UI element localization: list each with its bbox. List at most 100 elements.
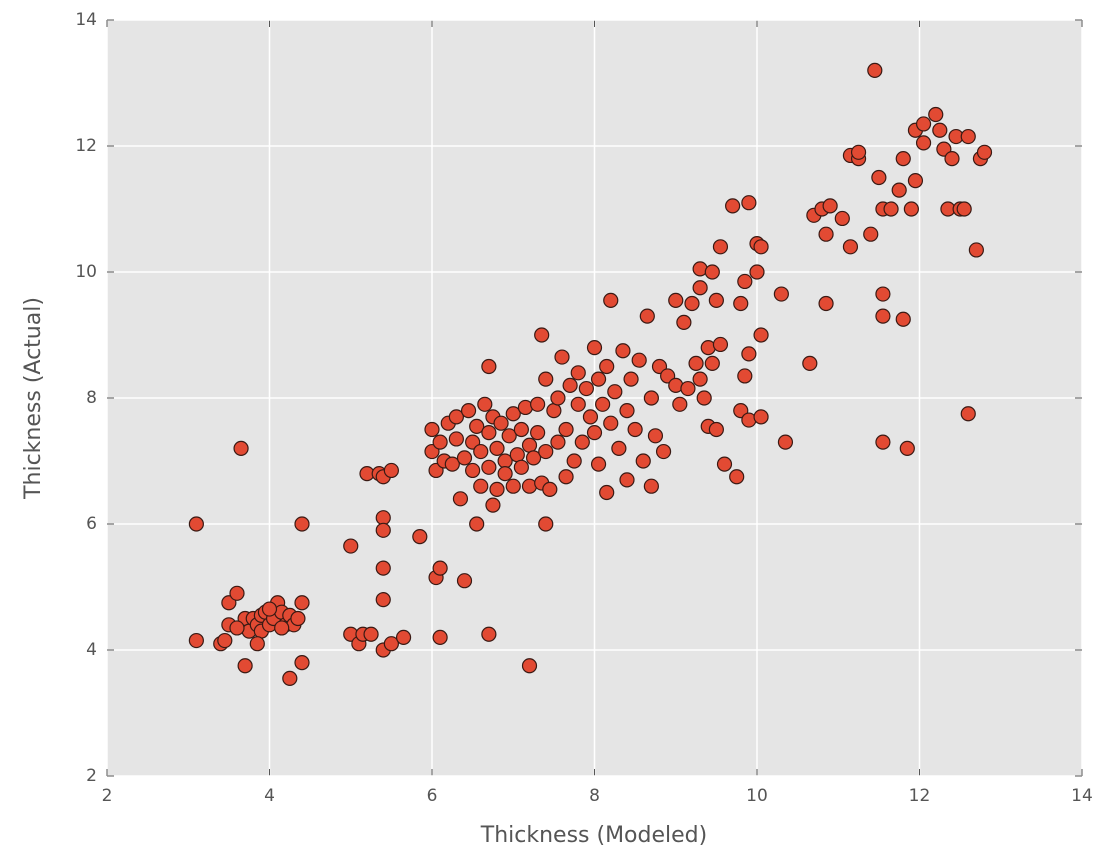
point (635, 453, 651, 469)
point (530, 396, 546, 412)
point (343, 538, 359, 554)
point (818, 295, 834, 312)
point (570, 365, 586, 381)
point (834, 210, 850, 227)
point (538, 443, 554, 460)
point (448, 431, 464, 447)
point (976, 144, 993, 160)
point (899, 440, 915, 456)
point (599, 484, 615, 501)
x-tick-label: 14 (1071, 786, 1093, 806)
point (554, 349, 570, 365)
point (294, 595, 310, 611)
point (383, 636, 399, 652)
point (432, 434, 448, 450)
x-tick-label: 12 (909, 786, 931, 806)
point (729, 469, 745, 485)
point (773, 286, 789, 302)
point (643, 390, 659, 406)
point (907, 173, 924, 189)
point (725, 198, 741, 214)
point (294, 516, 310, 532)
point (290, 610, 306, 627)
point (513, 459, 529, 475)
point (615, 343, 631, 359)
point (603, 292, 619, 308)
point (749, 264, 765, 280)
point (465, 462, 481, 479)
x-tick-label: 2 (102, 786, 113, 806)
y-tick-label: 2 (86, 766, 97, 786)
point (566, 453, 582, 469)
point (578, 380, 594, 397)
point (712, 336, 729, 353)
point (733, 295, 749, 312)
point (895, 151, 911, 167)
point (493, 415, 509, 431)
point (432, 629, 448, 646)
point (932, 122, 948, 138)
point (599, 358, 615, 375)
point (875, 286, 891, 302)
point (489, 440, 505, 456)
x-tick-label: 6 (427, 786, 438, 806)
point (481, 459, 497, 475)
point (915, 135, 932, 151)
point (753, 327, 769, 343)
point (704, 264, 720, 280)
point (558, 421, 574, 438)
point (229, 620, 245, 636)
point (538, 516, 554, 532)
point (960, 128, 976, 145)
point (456, 450, 473, 466)
point (542, 481, 558, 497)
point (456, 573, 473, 589)
point (452, 491, 469, 507)
point (590, 456, 607, 472)
point (684, 295, 700, 312)
point (692, 371, 708, 387)
point (481, 358, 497, 375)
point (249, 636, 265, 652)
point (460, 403, 477, 419)
point (513, 421, 529, 438)
point (497, 466, 513, 482)
point (777, 434, 794, 450)
point (586, 425, 603, 441)
y-tick-label: 6 (86, 514, 97, 534)
point (294, 654, 310, 671)
point (375, 591, 391, 608)
point (668, 292, 684, 308)
point (688, 355, 704, 371)
point (708, 292, 724, 308)
point (473, 478, 489, 494)
point (704, 355, 720, 371)
x-axis-label: Thickness (Modeled) (480, 823, 707, 848)
point (716, 456, 733, 472)
point (525, 450, 542, 466)
point (509, 447, 525, 463)
point (818, 226, 834, 242)
point (481, 626, 497, 642)
point (619, 472, 635, 488)
point (237, 658, 253, 674)
point (375, 560, 391, 576)
point (753, 239, 769, 255)
point (647, 428, 664, 444)
point (505, 406, 521, 422)
point (590, 371, 607, 387)
point (489, 481, 505, 497)
point (842, 239, 859, 255)
point (424, 421, 440, 438)
y-tick-label: 10 (75, 262, 97, 282)
point (473, 443, 489, 460)
point (741, 195, 757, 211)
point (282, 670, 298, 686)
point (915, 116, 932, 132)
point (477, 396, 493, 412)
point (928, 106, 944, 123)
point (550, 390, 566, 406)
point (692, 280, 708, 296)
point (639, 308, 655, 324)
